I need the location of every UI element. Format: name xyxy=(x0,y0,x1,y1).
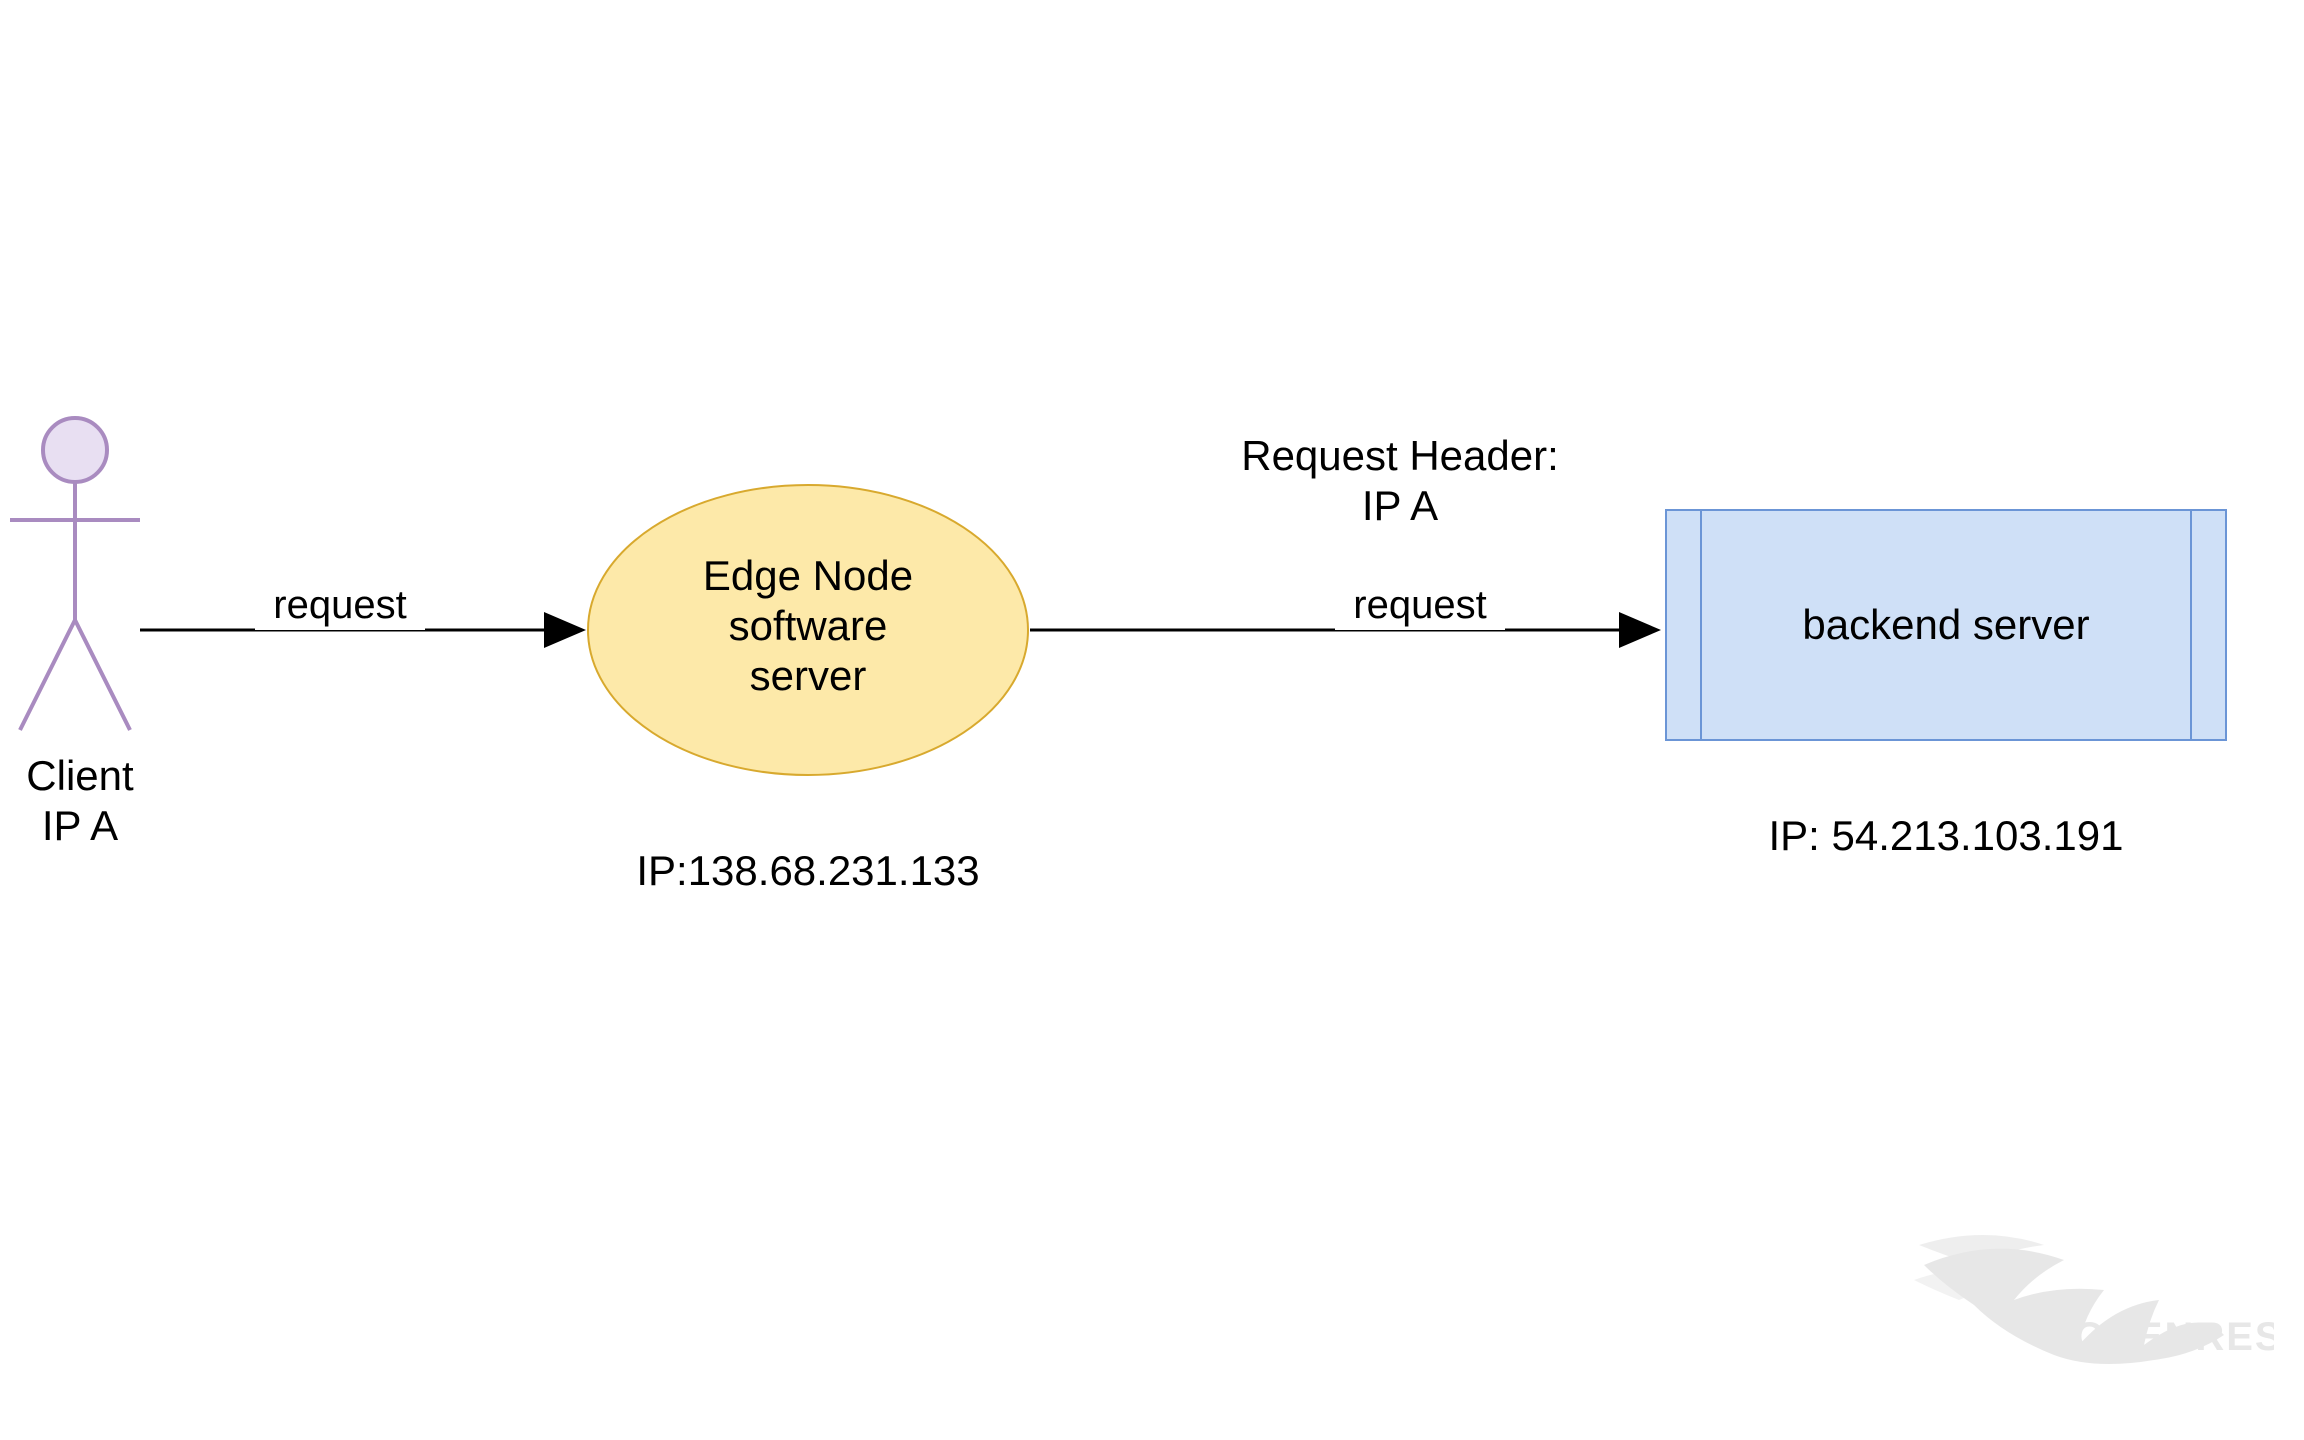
arrow1-label: request xyxy=(273,583,406,627)
client-actor xyxy=(10,418,140,730)
edge-node-label-1: Edge Node xyxy=(703,552,913,599)
arrow2-annotation-2: IP A xyxy=(1362,482,1438,529)
watermark: OPENRES xyxy=(1914,1205,2274,1380)
edge-node-label-2: software xyxy=(729,602,888,649)
edge-node-caption: IP:138.68.231.133 xyxy=(636,847,979,894)
backend-server-label: backend server xyxy=(1802,601,2089,648)
watermark-text: OPENRES xyxy=(2074,1315,2274,1359)
arrow2-annotation-1: Request Header: xyxy=(1241,432,1559,479)
arrow2-label: request xyxy=(1353,583,1486,627)
client-label-line1: Client xyxy=(26,752,134,799)
edge-node-label-3: server xyxy=(750,652,867,699)
client-label-line2: IP A xyxy=(42,802,118,849)
backend-server-caption: IP: 54.213.103.191 xyxy=(1769,812,2124,859)
